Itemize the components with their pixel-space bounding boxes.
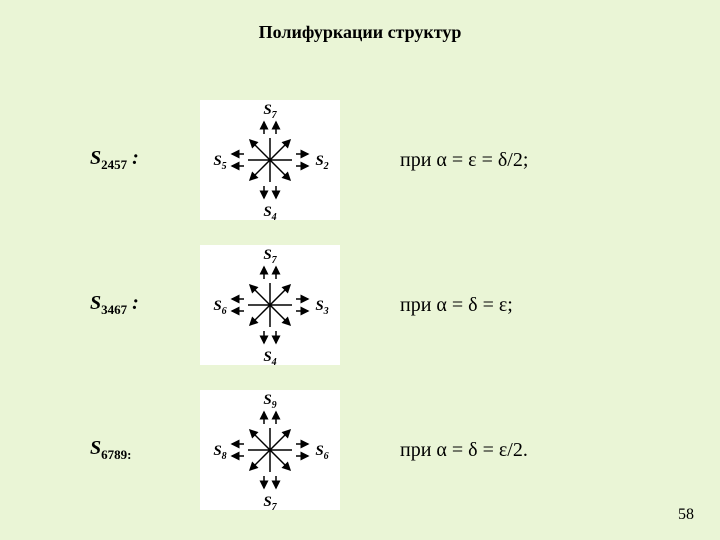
svg-text:S4: S4 — [263, 204, 276, 220]
svg-text:S6: S6 — [213, 298, 226, 317]
diagram-3: S9 S8 S6 S7 — [200, 390, 340, 510]
diagram-3-svg: S9 S8 S6 S7 — [200, 390, 340, 510]
svg-text:S4: S4 — [263, 349, 276, 365]
struct-row-3: S6789: S9 S8 S6 S7 — [90, 390, 660, 510]
s-label-2: S3467 : — [90, 292, 170, 318]
condition-3: при α = δ = ε/2. — [370, 439, 660, 462]
struct-row-1: S2457 : — [90, 100, 660, 220]
d1-lab-bot: 4 — [271, 212, 277, 220]
s-label-1: S2457 : — [90, 147, 170, 173]
s-label-3-sub: 6789: — [101, 447, 131, 462]
svg-text:S8: S8 — [213, 443, 226, 462]
page-number: 58 — [678, 506, 694, 524]
diagram-1: S7 S5 S2 S4 — [200, 100, 340, 220]
d3-lab-left: 8 — [222, 451, 227, 462]
s-label-1-S: S — [90, 147, 101, 169]
svg-text:S6: S6 — [315, 443, 328, 462]
svg-text:S7: S7 — [263, 494, 277, 510]
svg-text:S7: S7 — [263, 247, 277, 266]
svg-text:S7: S7 — [263, 102, 277, 121]
d2-lab-top: 7 — [272, 255, 278, 266]
s-label-1-sub: 2457 — [101, 157, 127, 172]
condition-1: при α = ε = δ/2; — [370, 149, 660, 172]
slide-title: Полифуркации структур — [0, 22, 720, 43]
d3-lab-bot: 7 — [272, 502, 278, 510]
d3-lab-top: 9 — [272, 400, 277, 411]
condition-2: при α = δ = ε; — [370, 294, 660, 317]
d2-lab-bot: 4 — [271, 357, 277, 365]
d2-lab-left: 6 — [222, 306, 227, 317]
d1-lab-right: 2 — [323, 161, 329, 172]
s-label-1-tail: : — [127, 147, 139, 169]
diagram-1-svg: S7 S5 S2 S4 — [200, 100, 340, 220]
s-label-3: S6789: — [90, 437, 170, 463]
svg-text:S9: S9 — [263, 392, 276, 411]
d2-lab-right: 3 — [323, 306, 329, 317]
s-label-2-tail: : — [127, 292, 139, 314]
s-label-2-S: S — [90, 292, 101, 314]
slide: Полифуркации структур S2457 : — [0, 0, 720, 540]
diagram-2-svg: S7 S6 S3 S4 — [200, 245, 340, 365]
svg-text:S3: S3 — [315, 298, 328, 317]
svg-text:S5: S5 — [213, 153, 226, 172]
s-label-3-S: S — [90, 437, 101, 459]
struct-row-2: S3467 : S7 S6 S3 S4 — [90, 245, 660, 365]
d1-lab-left: 5 — [222, 161, 227, 172]
d3-lab-right: 6 — [324, 451, 329, 462]
s-label-2-sub: 3467 — [101, 302, 127, 317]
d1-lab-top: 7 — [272, 110, 278, 121]
diagram-2: S7 S6 S3 S4 — [200, 245, 340, 365]
svg-text:S2: S2 — [315, 153, 328, 172]
